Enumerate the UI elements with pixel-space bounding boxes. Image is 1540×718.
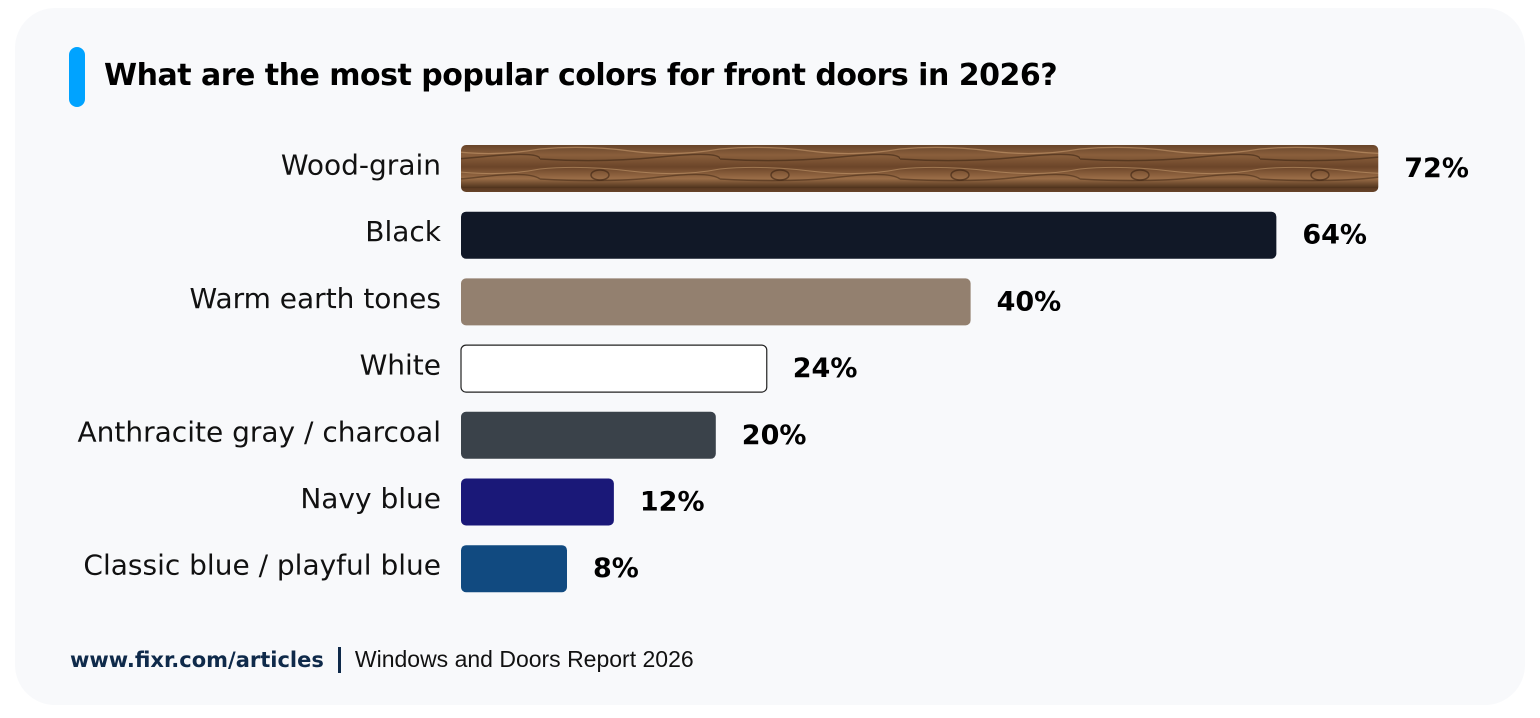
category-label: Classic blue / playful blue <box>83 549 441 582</box>
category-label: Black <box>365 215 442 248</box>
chart-card <box>15 8 1525 705</box>
category-label: Warm earth tones <box>190 282 441 315</box>
category-label: Anthracite gray / charcoal <box>78 415 441 448</box>
bar <box>460 344 768 393</box>
value-label: 64% <box>1302 220 1367 251</box>
bar <box>461 478 614 526</box>
source-link[interactable]: www.fixr.com/articles <box>70 647 324 672</box>
value-label: 72% <box>1404 153 1469 184</box>
title-accent-bar <box>69 47 85 107</box>
bar <box>461 211 1277 259</box>
footer-separator <box>337 646 341 673</box>
category-label: White <box>360 349 441 382</box>
report-name: Windows and Doors Report 2026 <box>354 646 694 672</box>
value-label: 24% <box>793 353 858 384</box>
value-label: 8% <box>593 553 639 584</box>
value-label: 20% <box>742 420 807 451</box>
category-label: Wood-grain <box>281 149 441 182</box>
bar <box>461 411 716 459</box>
category-label: Navy blue <box>300 482 441 515</box>
bar <box>461 145 1379 192</box>
value-label: 12% <box>640 487 705 518</box>
value-label: 40% <box>997 286 1062 317</box>
footer: www.fixr.com/articles Windows and Doors … <box>70 646 694 673</box>
bar <box>461 545 567 593</box>
bar <box>461 278 971 326</box>
chart-title: What are the most popular colors for fro… <box>104 58 1058 93</box>
